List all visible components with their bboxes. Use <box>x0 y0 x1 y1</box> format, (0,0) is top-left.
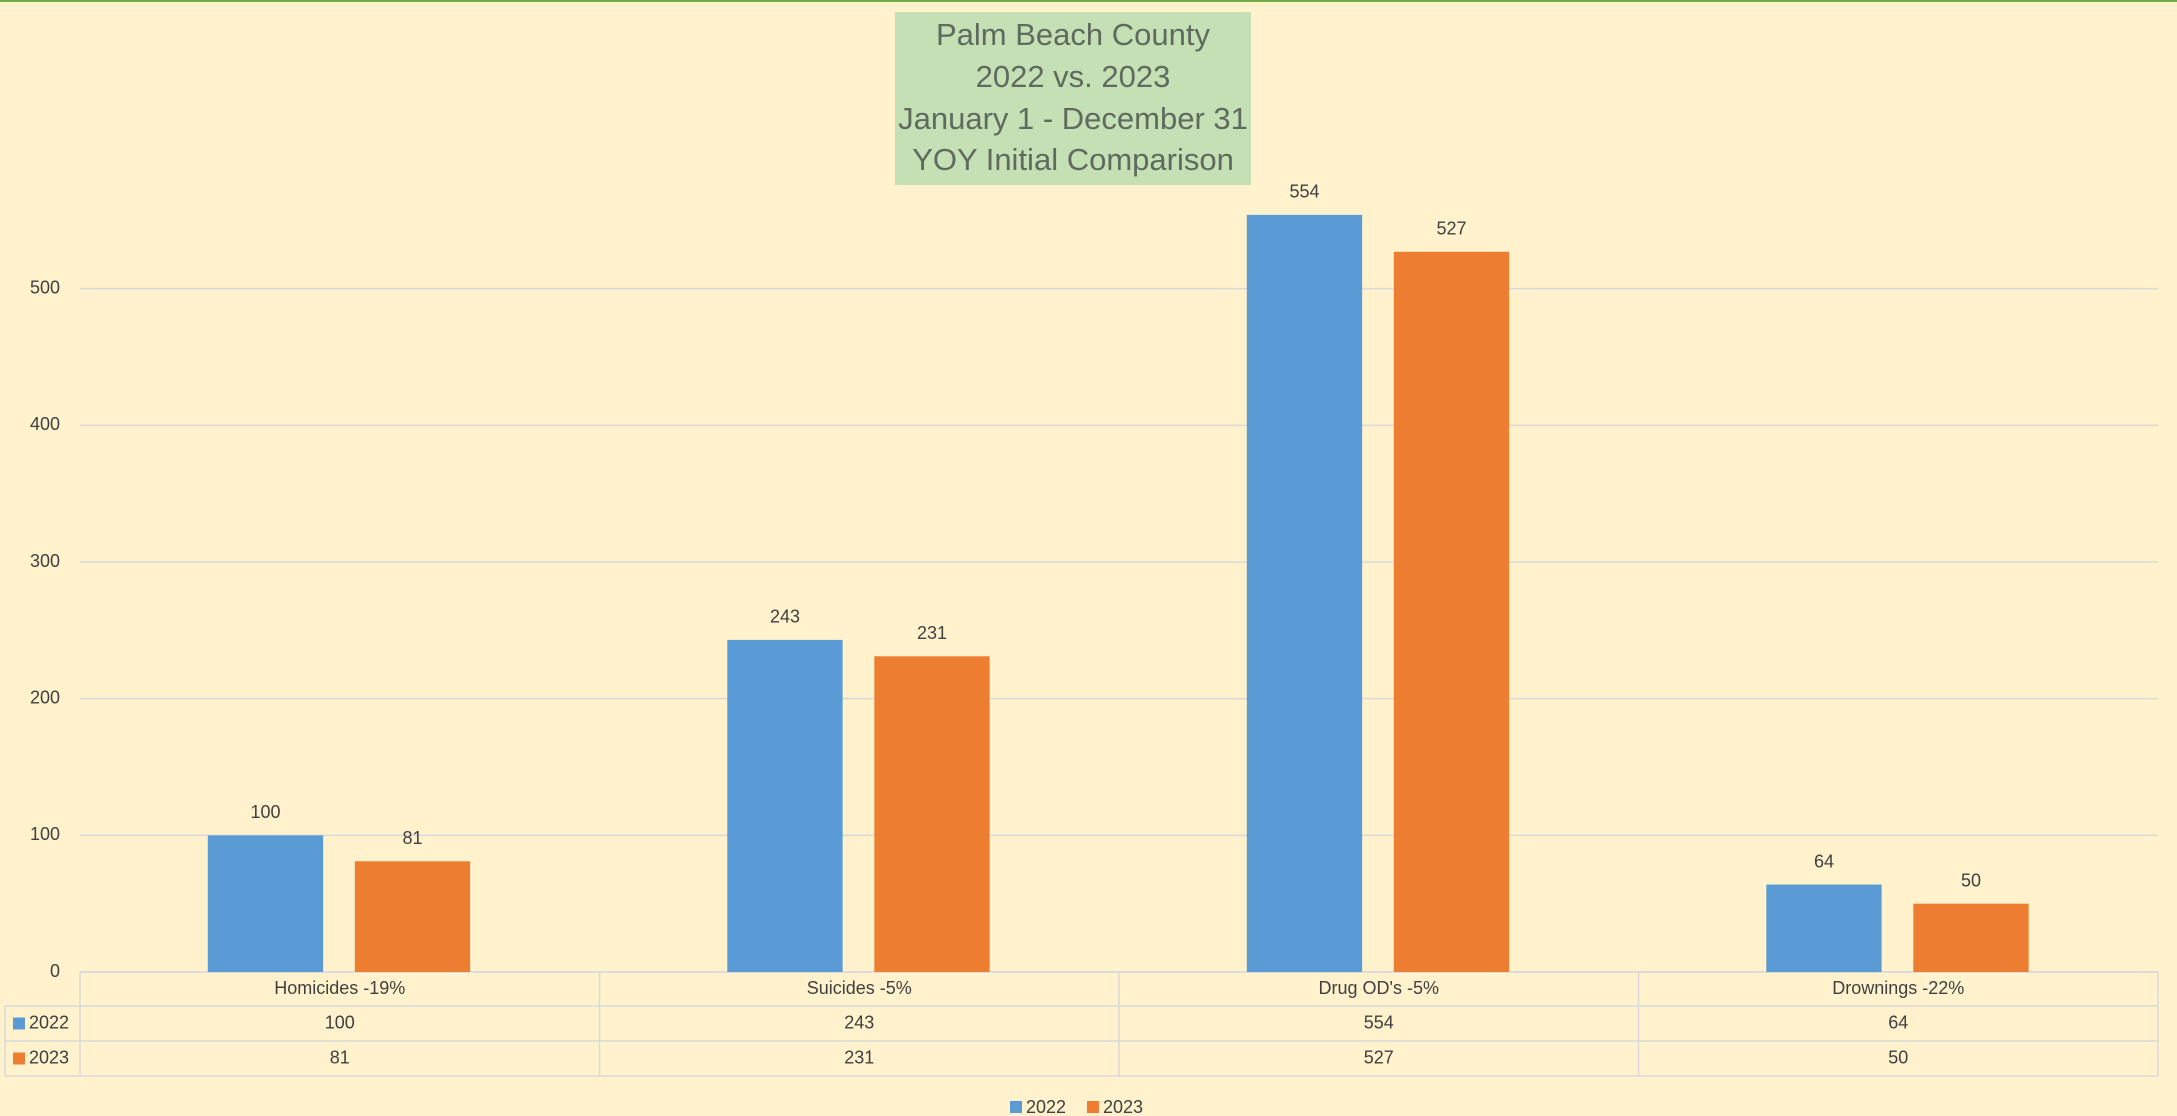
data-label: 100 <box>250 802 280 822</box>
title-box: Palm Beach County 2022 vs. 2023 January … <box>895 12 1251 185</box>
bar <box>354 861 471 972</box>
table-cell: 50 <box>1888 1047 1908 1067</box>
table-legend-key <box>13 1017 25 1030</box>
table-row-label: 2022 <box>29 1012 69 1032</box>
bar <box>727 639 843 972</box>
table-cell: 231 <box>844 1047 874 1067</box>
bar <box>1913 903 2029 972</box>
title-line: January 1 - December 31 <box>898 101 1248 136</box>
y-tick-label: 400 <box>30 414 60 434</box>
data-label: 81 <box>402 828 422 848</box>
title-line: Palm Beach County <box>936 17 1210 52</box>
title-line: 2022 vs. 2023 <box>976 59 1171 94</box>
x-tick-label: Homicides -19% <box>274 978 405 998</box>
table-row-label: 2023 <box>29 1047 69 1067</box>
table-cell: 81 <box>330 1047 350 1067</box>
y-tick-label: 0 <box>50 961 60 981</box>
bar <box>1393 251 1510 972</box>
legend-key <box>1087 1101 1099 1113</box>
legend-key <box>1010 1101 1022 1113</box>
y-tick-label: 100 <box>30 824 60 844</box>
bar <box>1766 884 1882 972</box>
legend-label: 2022 <box>1026 1097 1066 1116</box>
bar <box>874 656 990 972</box>
y-tick-label: 200 <box>30 687 60 707</box>
data-label: 243 <box>770 607 800 627</box>
bar <box>1246 214 1363 972</box>
x-tick-label: Drownings -22% <box>1832 978 1964 998</box>
data-label: 554 <box>1289 182 1319 202</box>
x-tick-label: Drug OD's -5% <box>1319 978 1439 998</box>
title-background <box>895 12 1251 185</box>
table-legend-key <box>13 1052 25 1065</box>
table-cell: 554 <box>1364 1012 1394 1032</box>
data-label: 50 <box>1961 870 1981 890</box>
y-tick-label: 300 <box>30 551 60 571</box>
table-cell: 100 <box>325 1012 355 1032</box>
table-cell: 243 <box>844 1012 874 1032</box>
x-tick-label: Suicides -5% <box>807 978 912 998</box>
title-line: YOY Initial Comparison <box>912 142 1234 177</box>
data-label: 64 <box>1814 851 1834 871</box>
table-cell: 527 <box>1364 1047 1394 1067</box>
legend-label: 2023 <box>1103 1097 1143 1116</box>
bar <box>207 835 324 972</box>
table-cell: 64 <box>1888 1012 1908 1032</box>
data-label: 231 <box>917 623 947 643</box>
data-label: 527 <box>1436 219 1466 239</box>
y-tick-label: 500 <box>30 277 60 297</box>
